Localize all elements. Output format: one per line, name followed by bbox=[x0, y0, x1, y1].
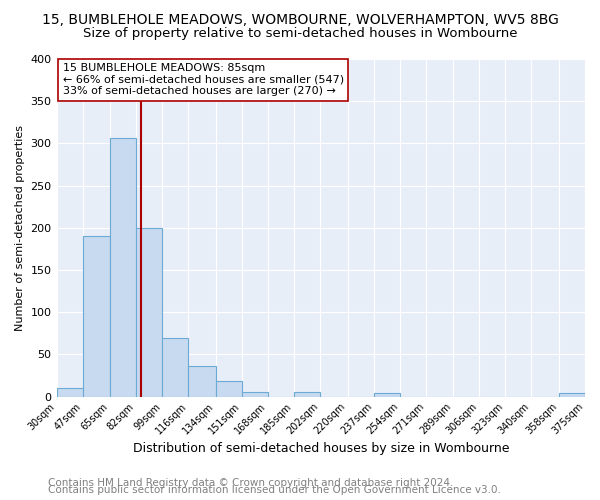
Bar bbox=[374, 394, 400, 396]
Bar bbox=[56, 388, 83, 396]
X-axis label: Distribution of semi-detached houses by size in Wombourne: Distribution of semi-detached houses by … bbox=[133, 442, 509, 455]
Bar bbox=[110, 138, 136, 396]
Bar bbox=[216, 382, 242, 396]
Text: Contains public sector information licensed under the Open Government Licence v3: Contains public sector information licen… bbox=[48, 485, 501, 495]
Bar bbox=[162, 338, 188, 396]
Bar bbox=[294, 392, 320, 396]
Text: Size of property relative to semi-detached houses in Wombourne: Size of property relative to semi-detach… bbox=[83, 28, 517, 40]
Y-axis label: Number of semi-detached properties: Number of semi-detached properties bbox=[15, 125, 25, 331]
Bar bbox=[242, 392, 268, 396]
Bar bbox=[188, 366, 216, 396]
Bar bbox=[559, 394, 585, 396]
Bar bbox=[136, 228, 162, 396]
Text: 15, BUMBLEHOLE MEADOWS, WOMBOURNE, WOLVERHAMPTON, WV5 8BG: 15, BUMBLEHOLE MEADOWS, WOMBOURNE, WOLVE… bbox=[41, 12, 559, 26]
Text: Contains HM Land Registry data © Crown copyright and database right 2024.: Contains HM Land Registry data © Crown c… bbox=[48, 478, 454, 488]
Text: 15 BUMBLEHOLE MEADOWS: 85sqm
← 66% of semi-detached houses are smaller (547)
33%: 15 BUMBLEHOLE MEADOWS: 85sqm ← 66% of se… bbox=[62, 63, 344, 96]
Bar bbox=[83, 236, 110, 396]
